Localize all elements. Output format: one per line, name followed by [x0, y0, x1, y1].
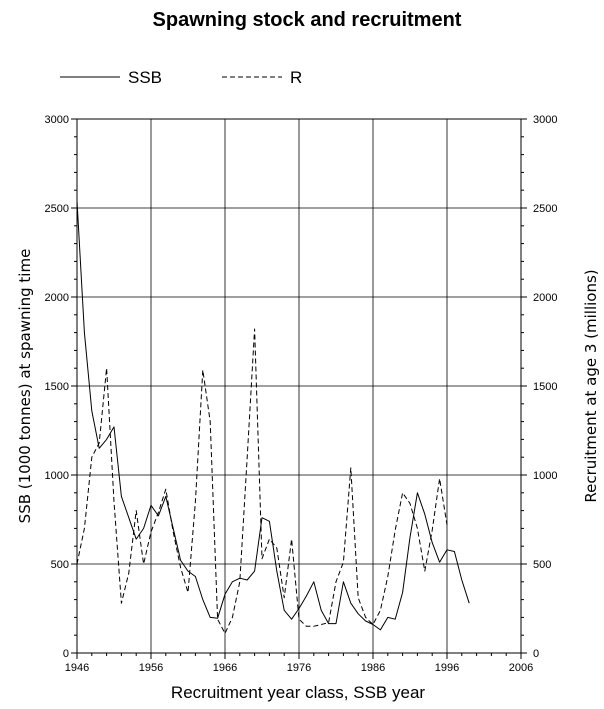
y-tick-label-right: 1500 — [533, 381, 557, 393]
y-tick-label-left: 2000 — [45, 292, 69, 304]
y-tick-label-right: 2000 — [533, 292, 557, 304]
series-group — [76, 200, 470, 634]
y-axis-label-right: Recruitment at age 3 (millions) — [582, 269, 600, 502]
ticks — [71, 118, 527, 659]
y-axis-label-left: SSB (1000 tonnes) at spawning time — [16, 249, 34, 524]
y-tick-label-left: 2500 — [45, 203, 69, 215]
y-tick-label-left: 500 — [51, 559, 69, 571]
legend: SSB R — [60, 68, 302, 87]
gridlines — [77, 119, 521, 653]
y-tick-label-left: 1500 — [45, 381, 69, 393]
y-tick-label-left: 3000 — [45, 114, 69, 126]
x-tick-label: 1996 — [435, 662, 459, 674]
y-tick-label-right: 3000 — [533, 114, 557, 126]
y-tick-label-left: 1000 — [45, 470, 69, 482]
y-tick-label-right: 500 — [533, 559, 551, 571]
x-tick-label: 1976 — [287, 662, 311, 674]
y-tick-label-left: 0 — [63, 648, 69, 660]
legend-ssb-label: SSB — [128, 68, 162, 87]
x-tick-label: 1956 — [139, 662, 163, 674]
legend-r-label: R — [290, 68, 302, 87]
x-tick-label: 2006 — [509, 662, 533, 674]
series-line-ssb — [76, 200, 470, 631]
tick-labels: 1946 1956 1966 1976 1986 1996 2006050010001500… — [45, 114, 558, 674]
y-tick-label-right: 1000 — [533, 470, 557, 482]
y-tick-label-right: 2500 — [533, 203, 557, 215]
chart-title: Spawning stock and recruitment — [153, 9, 462, 31]
x-tick-label: 1966 — [213, 662, 237, 674]
x-tick-label: 1946 — [65, 662, 89, 674]
y-tick-label-right: 0 — [533, 648, 539, 660]
series-line-r — [76, 328, 448, 634]
x-tick-label: 1986 — [361, 662, 385, 674]
x-axis-label: Recruitment year class, SSB year — [171, 683, 425, 702]
